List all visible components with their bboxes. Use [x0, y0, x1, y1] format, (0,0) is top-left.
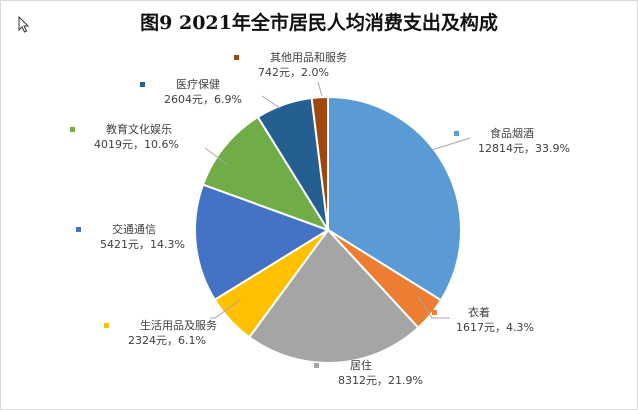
mouse-cursor-icon: [18, 16, 30, 33]
slice-value: 2324元，6.1%: [128, 334, 206, 347]
pie-slice-4: [194, 183, 331, 302]
leader-line-6: [261, 95, 281, 109]
slice-name: 居住: [350, 359, 372, 372]
slice-name: 其他用品和服务: [270, 51, 347, 64]
slice-value: 1617元，4.3%: [456, 321, 534, 334]
slice-value: 5421元，14.3%: [100, 238, 185, 251]
legend-marker: [234, 55, 239, 60]
legend-marker: [432, 310, 437, 315]
legend-marker: [454, 131, 459, 136]
data-label-5: 教育文化娱乐 4019元，10.6%: [70, 122, 179, 152]
legend-marker: [140, 82, 145, 87]
slice-name: 食品烟酒: [490, 127, 534, 140]
leader-line-1: [417, 295, 450, 319]
chart-title: 图9 2021年全市居民人均消费支出及构成: [140, 12, 498, 34]
data-label-2: 居住 8312元，21.9%: [314, 358, 423, 388]
slice-value: 12814元，33.9%: [478, 142, 570, 155]
slice-value: 742元，2.0%: [258, 66, 329, 79]
pie-slice-0: [327, 95, 462, 302]
slice-name: 生活用品及服务: [140, 319, 217, 332]
pie-slice-5: [201, 115, 331, 232]
legend-marker: [314, 363, 319, 368]
slice-name: 医疗保健: [176, 78, 220, 91]
data-label-4: 交通通信 5421元，14.3%: [76, 222, 185, 252]
legend-marker: [70, 127, 75, 132]
slice-name: 衣着: [468, 306, 490, 319]
data-label-7: 其他用品和服务 742元，2.0%: [234, 50, 347, 80]
slice-name: 教育文化娱乐: [106, 123, 172, 136]
legend-marker: [76, 227, 81, 232]
slice-value: 4019元，10.6%: [94, 138, 179, 151]
data-label-0: 食品烟酒 12814元，33.9%: [454, 126, 570, 156]
pie-slice-2: [247, 228, 420, 364]
leader-line-5: [204, 147, 229, 166]
data-label-1: 衣着 1617元，4.3%: [432, 305, 534, 335]
data-label-6: 医疗保健 2604元，6.9%: [140, 77, 242, 107]
leader-line-3: [210, 299, 241, 319]
leader-line-0: [431, 137, 471, 151]
pie-slice-7: [310, 95, 329, 231]
leader-line-7: [317, 81, 323, 97]
slice-value: 2604元，6.9%: [164, 93, 242, 106]
legend-marker: [104, 323, 109, 328]
slice-name: 交通通信: [112, 223, 156, 236]
slice-value: 8312元，21.9%: [338, 374, 423, 387]
data-label-3: 生活用品及服务 2324元，6.1%: [104, 318, 217, 348]
